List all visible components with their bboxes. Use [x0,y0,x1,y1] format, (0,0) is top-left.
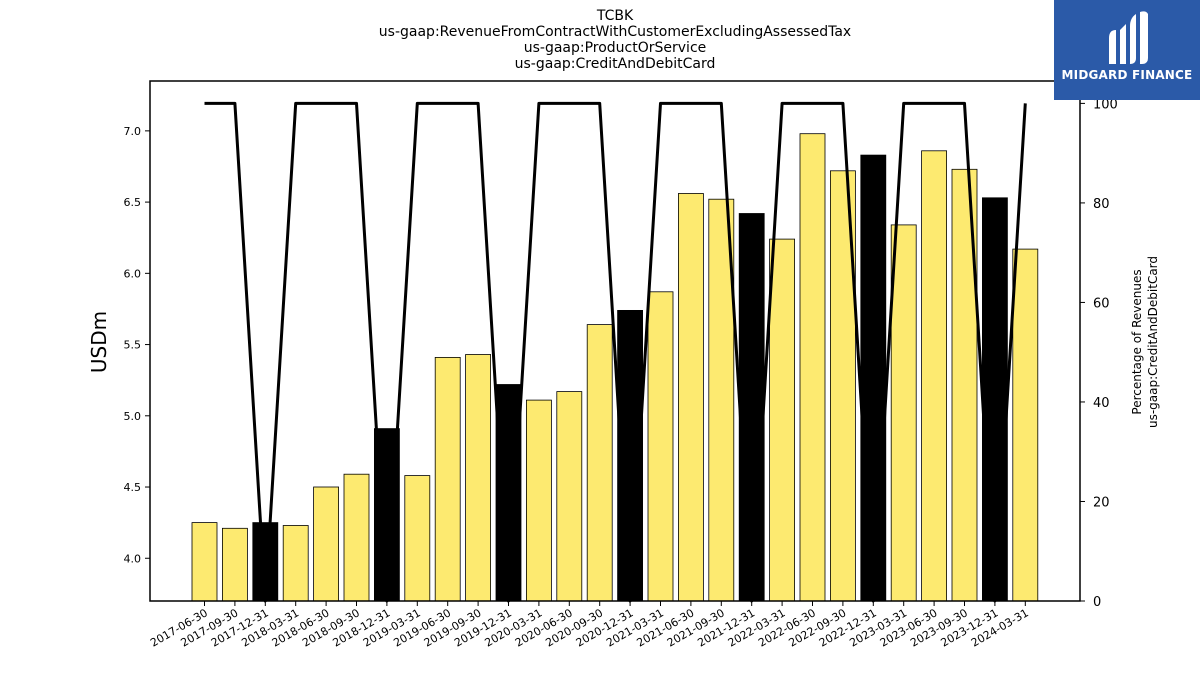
bar [343,473,370,602]
y-tick-label: 4.0 [124,552,142,565]
y2-tick-label: 80 [1093,197,1110,212]
y-tick-label: 4.5 [124,481,142,494]
bar [921,150,947,602]
brand-name: MIDGARD FINANCE [1061,68,1193,82]
bar [769,238,795,602]
bar [860,154,887,602]
y2-tick-label: 40 [1093,396,1110,411]
bar [678,193,704,602]
title-line: us-gaap:RevenueFromContractWithCustomerE… [379,24,851,40]
bar [495,384,522,602]
bar [586,324,613,602]
y-tick-label: 5.0 [124,410,142,423]
bar [799,133,826,602]
bar [647,291,674,602]
y2-tick-label: 0 [1093,595,1101,610]
bar [252,522,279,602]
logo-mark-icon [1109,11,1148,65]
y-axis-label: USDm [87,311,111,373]
brand-logo: MIDGARD FINANCE [1054,0,1200,100]
bar [313,486,340,602]
bar [708,198,735,602]
bar [465,354,492,602]
line-series [204,101,1027,603]
y-tick-label: 6.5 [124,196,142,209]
title-line: TCBK [596,8,634,24]
y-tick-label: 7.0 [124,125,142,138]
percentage-line [204,101,1027,603]
y2-tick-label: 20 [1093,495,1110,510]
title-line: us-gaap:ProductOrService [524,40,707,56]
bar [1012,248,1039,602]
bar [191,522,218,602]
y-tick-label: 5.5 [124,339,142,352]
bar [556,391,583,602]
title-line: us-gaap:CreditAndDebitCard [515,56,716,72]
chart-title: TCBK us-gaap:RevenueFromContractWithCust… [379,8,851,72]
bar [890,224,917,602]
bar [738,213,765,602]
plot-frame [149,80,1081,602]
bar-series [191,133,1039,602]
bar [526,399,552,602]
y-tick-label: 6.0 [124,267,142,280]
y2-axis-label: us-gaap:CreditAndDebitCard [1146,256,1160,428]
bar [221,527,248,602]
bar [404,475,431,602]
y2-tick-label: 100 [1093,97,1118,112]
bar [434,356,461,602]
y2-tick-label: 60 [1093,296,1110,311]
y2-axis-label: Percentage of Revenues [1130,269,1144,414]
bar [982,197,1008,602]
bar [282,525,309,602]
